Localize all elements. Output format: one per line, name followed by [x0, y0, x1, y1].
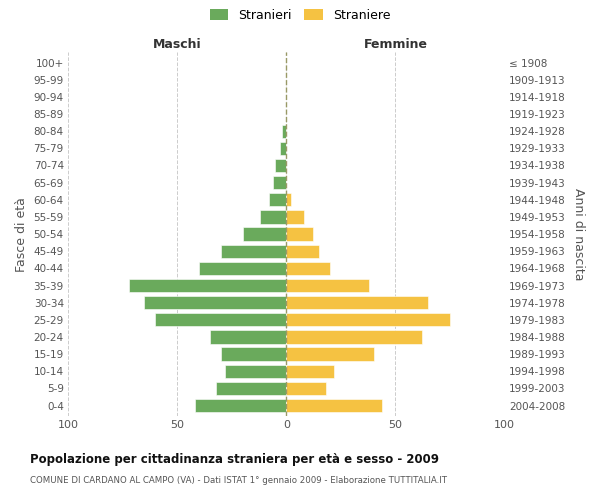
Bar: [275, 159, 286, 172]
Bar: [199, 262, 286, 275]
Bar: [286, 228, 313, 241]
Bar: [155, 313, 286, 326]
Bar: [286, 364, 334, 378]
Bar: [269, 193, 286, 206]
Bar: [280, 142, 286, 155]
Bar: [217, 382, 286, 395]
Y-axis label: Anni di nascita: Anni di nascita: [572, 188, 585, 280]
Bar: [286, 399, 382, 412]
Text: Popolazione per cittadinanza straniera per età e sesso - 2009: Popolazione per cittadinanza straniera p…: [30, 452, 439, 466]
Bar: [129, 279, 286, 292]
Legend: Stranieri, Straniere: Stranieri, Straniere: [209, 8, 391, 22]
Y-axis label: Fasce di età: Fasce di età: [15, 196, 28, 272]
Bar: [286, 296, 428, 310]
Bar: [286, 193, 290, 206]
Bar: [286, 348, 374, 361]
Text: COMUNE DI CARDANO AL CAMPO (VA) - Dati ISTAT 1° gennaio 2009 - Elaborazione TUTT: COMUNE DI CARDANO AL CAMPO (VA) - Dati I…: [30, 476, 447, 485]
Bar: [242, 228, 286, 241]
Bar: [145, 296, 286, 310]
Bar: [221, 244, 286, 258]
Bar: [221, 348, 286, 361]
Bar: [286, 382, 326, 395]
Bar: [286, 330, 422, 344]
Bar: [286, 313, 450, 326]
Text: Maschi: Maschi: [153, 38, 202, 51]
Bar: [286, 244, 319, 258]
Bar: [260, 210, 286, 224]
Bar: [273, 176, 286, 190]
Bar: [194, 399, 286, 412]
Bar: [286, 279, 369, 292]
Bar: [282, 124, 286, 138]
Text: Femmine: Femmine: [364, 38, 427, 51]
Bar: [286, 262, 330, 275]
Bar: [286, 210, 304, 224]
Bar: [225, 364, 286, 378]
Bar: [210, 330, 286, 344]
